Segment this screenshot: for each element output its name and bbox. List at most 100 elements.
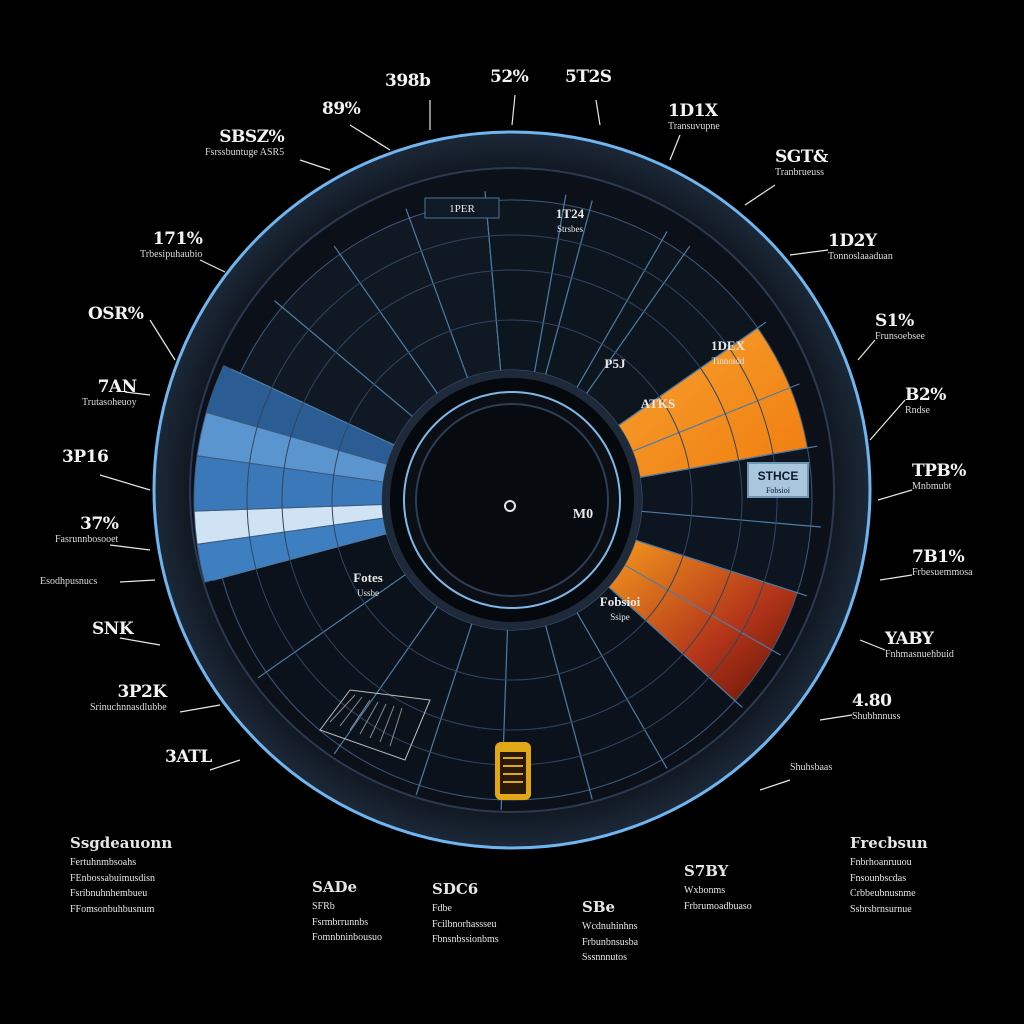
spoke-line	[545, 200, 593, 375]
leader-line	[199, 259, 226, 273]
bottom-col6-title: Frecbsun	[850, 834, 928, 852]
callout-value: 3P16	[62, 447, 109, 467]
bottom-col1-title: Ssgdeauonn	[70, 834, 173, 852]
callout-left-4: OSR%	[88, 304, 144, 324]
leader-line	[859, 639, 886, 651]
leader-line	[119, 579, 156, 583]
bottom-col5-line: Wxbonms	[684, 885, 726, 897]
leader-line	[789, 249, 829, 256]
callout-value: 89%	[322, 99, 361, 119]
callout-caption: Frunsoebsee	[875, 330, 925, 342]
spoke-line	[257, 574, 406, 679]
spoke-line	[333, 245, 438, 394]
chip-panel: STHCE Fobsioi	[747, 462, 809, 498]
callout-value: S1%	[875, 311, 914, 331]
leader-line	[349, 124, 391, 151]
callout-value: OSR%	[88, 304, 144, 324]
bottom-col4-line: Wcdnuhinhns	[582, 921, 638, 933]
spoke-line	[274, 300, 413, 417]
leader-line	[857, 339, 876, 361]
inner-segment-labels: 1T24 Strsbes P5J 1DEX Tinnoidd ATKS Fotes Ussbe…	[353, 206, 745, 622]
callout-value: 52%	[490, 67, 529, 87]
callout-value: 4.80	[852, 691, 892, 711]
callout-value: 37%	[80, 514, 119, 534]
wheel-spokes	[212, 191, 821, 810]
callout-value: B2%	[905, 385, 946, 405]
callout-left-10: 3P2K Srinuchnnasdlubbe	[90, 683, 167, 713]
building-graphic	[495, 742, 531, 800]
spoke-line	[641, 510, 821, 528]
bottom-col5-line: Frbrumoadbuaso	[684, 900, 752, 912]
leader-line	[179, 704, 221, 713]
bottom-col2-line: SFRb	[312, 901, 335, 913]
bottom-column-6: Frecbsun Fnbrhoanruuou Fnsounbscdas Crbb…	[850, 832, 928, 917]
bottom-column-1: Ssgdeauonn Fertuhnmbsoahs FEnbossabuimus…	[70, 832, 172, 917]
callout-caption: Frbesuemmosa	[912, 566, 973, 578]
bottom-col1-line: Fsribnuhnhembueu	[70, 888, 148, 900]
callout-left-9: SNK	[92, 620, 134, 639]
callout-caption: Trutasoheuoy	[82, 396, 137, 408]
bottom-col2-line: Fsrmbrrunnbs	[312, 916, 369, 928]
callout-value: SGT&	[775, 147, 828, 167]
leader-line	[877, 489, 913, 501]
bottom-col1-line: FEnbossabuimusdisn	[70, 872, 156, 884]
callout-right-9: YABY Fnhmasnuehbuid	[885, 630, 954, 660]
callout-caption: Fnhmasnuehbuid	[885, 648, 954, 660]
hub-center	[415, 403, 609, 597]
leader-line	[124, 391, 151, 396]
hub-text: M0	[573, 507, 593, 522]
callout-right-1: 52%	[490, 67, 529, 87]
callout-caption: Tranbrueuss	[775, 166, 825, 178]
spoke-line	[545, 625, 593, 800]
bottom-column-5: S7BY Wxbonms Frbrumoadbuaso	[684, 860, 752, 914]
callout-value: 171%	[152, 229, 203, 249]
callout-caption: Srinuchnnasdlubbe	[90, 701, 167, 713]
wheel-segments	[193, 199, 813, 801]
leader-line	[299, 159, 331, 171]
callout-value: TPB%	[912, 461, 966, 481]
callout-value: 3ATL	[165, 747, 212, 767]
bottom-column-3: SDC6 Fdbe Fcilbnorhassseu Fbnsnbssionbms	[432, 878, 499, 948]
callout-value: 1D2Y	[828, 231, 877, 251]
callout-left-1: 89%	[322, 99, 361, 119]
spoke-line	[632, 383, 800, 452]
callout-left-0: 398b	[385, 71, 431, 91]
leader-line	[149, 319, 176, 361]
spoke-line	[635, 539, 808, 597]
spoke-line	[608, 586, 743, 708]
bottom-col2-line: Fomnbninbousuo	[312, 932, 383, 944]
callout-right-8: 7B1% Frbesuemmosa	[912, 548, 973, 578]
spoke-line	[586, 245, 691, 394]
bottom-col4-line: Sssnnnutos	[582, 952, 628, 964]
bottom-column-2: SADe SFRb Fsrmbrrunnbs Fomnbninbousuo	[312, 876, 382, 946]
callout-left-3: 171% Trbesipuhaubio	[140, 229, 203, 260]
callout-right-11: Shuhsbaas	[790, 762, 832, 773]
callout-value: 5T2S	[565, 67, 612, 87]
leader-line	[879, 574, 913, 581]
bottom-col6-line: Fnsounbscdas	[850, 872, 907, 884]
spoke-line	[230, 368, 395, 446]
callout-left-7: 37% Fasrunnbosooet	[55, 514, 119, 545]
spoke-line	[415, 623, 473, 796]
spoke-line	[624, 564, 781, 656]
leader-line	[511, 94, 516, 126]
bottom-col4-line: Frbunbnsusba	[582, 936, 639, 948]
bottom-column-4: SBe Wcdnuhinhns Frbunbnsusba Sssnnnutos	[582, 896, 638, 966]
callout-right-4: 1D2Y Tonnoslaaaduan	[828, 232, 893, 262]
callout-left-6: 3P16	[62, 447, 109, 467]
bottom-col5-title: S7BY	[684, 862, 729, 880]
callout-caption: Esodhpusnucs	[40, 576, 98, 587]
callout-left-8: Esodhpusnucs	[40, 576, 97, 587]
callout-right-2: 1D1X Transuvupne	[668, 102, 720, 132]
bottom-col1-line: FFomsonbuhbusnum	[70, 903, 155, 915]
leader-line	[744, 184, 776, 206]
chip-text-1: STHCE	[758, 469, 799, 483]
callout-value: 1D1X	[668, 101, 718, 121]
inner-label-sub: Ssipe	[610, 612, 630, 622]
spoke-line	[576, 612, 668, 769]
callout-value: 398b	[385, 71, 431, 91]
bottom-col6-line: Ssbrsbrnsurnue	[850, 903, 912, 915]
grid-ring	[281, 269, 743, 731]
callout-value: 7B1%	[912, 547, 965, 567]
